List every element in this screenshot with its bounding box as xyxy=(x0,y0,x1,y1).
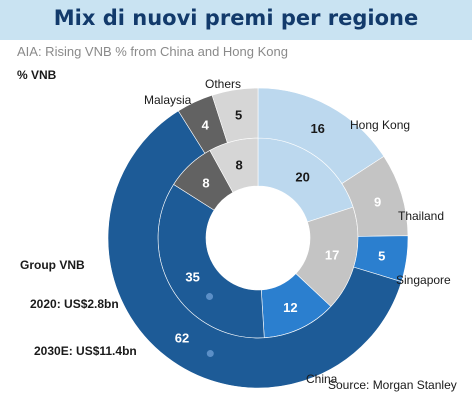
group-vnb-label: Group VNB xyxy=(20,258,85,272)
category-label-singapore: Singapore xyxy=(396,273,451,287)
value-label-2020-malaysia: 8 xyxy=(202,176,209,191)
chart-title: AIA: Rising VNB % from China and Hong Ko… xyxy=(17,44,288,59)
value-label-2030-others: 5 xyxy=(235,108,242,123)
marker-dot-2020 xyxy=(206,293,214,301)
value-label-2030-hong-kong: 16 xyxy=(310,121,324,136)
value-label-2020-hong-kong: 20 xyxy=(295,170,309,185)
slice-2030-others xyxy=(211,87,259,144)
value-label-2020-china: 35 xyxy=(185,270,199,285)
value-label-2030-malaysia: 4 xyxy=(202,118,210,133)
value-label-2020-thailand: 17 xyxy=(325,248,339,263)
ring-label-2020: 2020: US$2.8bn xyxy=(30,297,119,311)
category-label-hong-kong: Hong Kong xyxy=(350,118,411,132)
title-banner: Mix di nuovi premi per regione xyxy=(0,0,472,40)
category-label-china: China xyxy=(306,372,338,386)
source-note: Source: Morgan Stanley xyxy=(328,378,457,392)
slice-2030-china xyxy=(107,110,402,389)
category-label-others: Others xyxy=(205,77,242,91)
page-title: Mix di nuovi premi per regione xyxy=(53,6,419,30)
category-label-malaysia: Malaysia xyxy=(144,93,192,107)
value-label-2030-thailand: 9 xyxy=(374,195,381,210)
ring-label-2030: 2030E: US$11.4bn xyxy=(34,344,137,358)
unit-label: % VNB xyxy=(17,68,57,82)
value-label-2020-others: 8 xyxy=(235,157,242,172)
value-label-2030-china: 62 xyxy=(175,330,189,345)
marker-dot-2030 xyxy=(206,350,214,358)
value-label-2020-singapore: 12 xyxy=(283,300,297,315)
category-label-thailand: Thailand xyxy=(398,209,445,223)
value-label-2030-singapore: 5 xyxy=(378,248,385,263)
